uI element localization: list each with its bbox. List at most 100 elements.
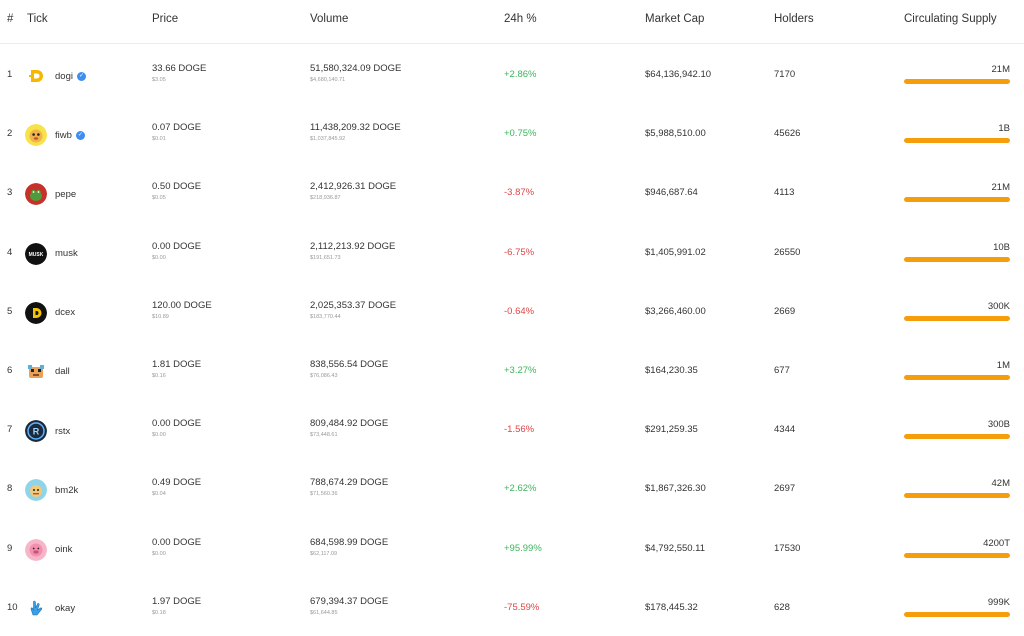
- tick-cell[interactable]: okay: [25, 597, 76, 620]
- price-doge: 0.00 DOGE: [152, 536, 202, 548]
- volume-cell: 2,412,926.31 DOGE $218,936.87: [310, 181, 396, 201]
- market-cap: $178,445.32: [645, 601, 698, 613]
- column-header-market-cap[interactable]: Market Cap: [645, 13, 705, 25]
- tick-name[interactable]: rstx: [55, 425, 71, 437]
- table-row-okay[interactable]: 10 okay 1.97 DOGE $0.18 679,394.37 DOGE …: [0, 579, 1024, 636]
- price-cell: 0.07 DOGE $0.01: [152, 122, 201, 142]
- tick-cell[interactable]: dogi ✓: [25, 65, 86, 87]
- column-header-price[interactable]: Price: [152, 13, 179, 25]
- change-24h: +95.99%: [504, 542, 542, 554]
- column-header-rank[interactable]: #: [7, 13, 14, 25]
- dogi-logo-icon: [25, 65, 47, 87]
- price-cell: 33.66 DOGE $3.05: [152, 63, 206, 83]
- price-cell: 120.00 DOGE $10.89: [152, 300, 212, 320]
- table-row-oink[interactable]: 9 oink 0.00 DOGE $0.00 684,598.99 DOGE $…: [0, 520, 1024, 579]
- table-row-musk[interactable]: 4 MUSK musk 0.00 DOGE $0.00 2,112,213.92…: [0, 224, 1024, 283]
- change-24h: +0.75%: [504, 128, 537, 140]
- tick-name[interactable]: dall: [55, 366, 70, 378]
- volume-doge: 788,674.29 DOGE: [310, 477, 389, 489]
- rank-number: 8: [7, 483, 13, 495]
- table-row-bm2k[interactable]: 8 bm2k 0.49 DOGE $0.04 788,674.29 DOGE $…: [0, 460, 1024, 519]
- pepe-logo-icon: [25, 183, 47, 206]
- tick-name[interactable]: fiwb: [55, 129, 72, 141]
- tick-name[interactable]: musk: [55, 248, 78, 260]
- tick-cell[interactable]: dall: [25, 360, 70, 383]
- table-row-pepe[interactable]: 3 pepe 0.50 DOGE $0.05 2,412,926.31 DOGE…: [0, 164, 1024, 223]
- tick-cell[interactable]: R rstx: [25, 420, 71, 443]
- price-cell: 1.97 DOGE $0.18: [152, 596, 201, 616]
- tick-name[interactable]: bm2k: [55, 484, 79, 496]
- tick-cell[interactable]: oink: [25, 538, 73, 561]
- column-header-volume[interactable]: Volume: [310, 13, 349, 25]
- supply-value: 1B: [998, 123, 1010, 135]
- price-doge: 0.00 DOGE: [152, 418, 202, 430]
- price-doge: 33.66 DOGE: [152, 63, 207, 74]
- supply-cell: 21M: [904, 64, 1010, 84]
- supply-cell: 1M: [904, 360, 1010, 380]
- volume-cell: 809,484.92 DOGE $73,448.61: [310, 418, 388, 438]
- tick-name[interactable]: pepe: [55, 188, 77, 200]
- market-cap: $3,266,460.00: [645, 305, 706, 317]
- price-doge: 0.00 DOGE: [152, 240, 202, 252]
- volume-cell: 11,438,209.32 DOGE $1,037,845.92: [310, 122, 401, 142]
- table-row-dall[interactable]: 6 dall 1.81 DOGE $0.16 838,556.54 DOGE $…: [0, 342, 1024, 401]
- tick-cell[interactable]: pepe: [25, 183, 77, 206]
- rstx-logo-icon: R: [25, 420, 47, 443]
- tick-cell[interactable]: MUSK musk: [25, 242, 78, 265]
- supply-cell: 10B: [904, 242, 1010, 262]
- volume-doge: 2,412,926.31 DOGE: [310, 181, 397, 193]
- table-row-dcex[interactable]: 5 dcex 120.00 DOGE $10.89 2,025,353.37 D…: [0, 283, 1024, 342]
- tick-cell[interactable]: dcex: [25, 301, 76, 324]
- change-24h: -3.87%: [504, 187, 535, 199]
- tick-cell[interactable]: fiwb ✓: [25, 124, 85, 147]
- price-doge: 1.97 DOGE: [152, 595, 202, 607]
- price-usd: $0.05: [152, 195, 166, 202]
- supply-progress-fill: [904, 315, 1010, 321]
- holders-count: 26550: [774, 246, 801, 258]
- rank-number: 6: [7, 364, 13, 376]
- tick-name[interactable]: oink: [55, 544, 73, 555]
- price-usd: $0.18: [152, 609, 166, 616]
- supply-progress-bar: [904, 374, 1010, 380]
- tick-name[interactable]: dogi: [55, 70, 73, 82]
- price-cell: 1.81 DOGE $0.16: [152, 359, 201, 379]
- column-header-supply[interactable]: Circulating Supply: [904, 13, 997, 25]
- supply-progress-fill: [904, 197, 1010, 203]
- supply-progress-bar: [904, 493, 1010, 499]
- column-header-holders[interactable]: Holders: [774, 13, 814, 25]
- column-header-tick[interactable]: Tick: [27, 13, 48, 25]
- holders-count: 45626: [774, 128, 801, 140]
- tick-name[interactable]: okay: [55, 603, 76, 615]
- tick-name[interactable]: dcex: [55, 307, 76, 319]
- table-row-rstx[interactable]: 7 R rstx 0.00 DOGE $0.00 809,484.92 DOGE…: [0, 401, 1024, 460]
- supply-cell: 1B: [904, 123, 1010, 144]
- rank-number: 4: [7, 246, 13, 258]
- holders-count: 4113: [774, 187, 795, 199]
- volume-usd: $4,680,140.71: [310, 77, 346, 83]
- tick-cell[interactable]: bm2k: [25, 479, 79, 502]
- svg-text:MUSK: MUSK: [29, 252, 44, 258]
- volume-doge: 2,112,213.92 DOGE: [310, 240, 396, 252]
- price-usd: $0.04: [152, 491, 166, 498]
- price-cell: 0.49 DOGE $0.04: [152, 477, 201, 497]
- volume-usd: $62,117.09: [310, 550, 338, 557]
- supply-cell: 4200T: [904, 538, 1010, 558]
- table-row-fiwb[interactable]: 2 fiwb ✓ 0.07 DOGE $0.01 11,438,209.32 D…: [0, 105, 1024, 164]
- price-usd: $0.00: [152, 254, 166, 261]
- supply-value: 21M: [991, 182, 1010, 194]
- table-row-dogi[interactable]: 1 dogi ✓ 33.66 DOGE $3.05 51,580,324.09 …: [0, 46, 1024, 105]
- price-cell: 0.50 DOGE $0.05: [152, 181, 201, 201]
- market-cap: $946,687.64: [645, 187, 698, 199]
- market-cap: $1,867,326.30: [645, 483, 706, 495]
- supply-value: 42M: [991, 478, 1010, 490]
- column-header-change[interactable]: 24h %: [504, 13, 537, 25]
- holders-count: 677: [774, 364, 790, 376]
- market-cap: $64,136,942.10: [645, 69, 712, 80]
- price-usd: $0.00: [152, 550, 166, 557]
- price-doge: 1.81 DOGE: [152, 358, 202, 370]
- change-24h: -1.56%: [504, 424, 535, 436]
- token-table-body: 1 dogi ✓ 33.66 DOGE $3.05 51,580,324.09 …: [0, 46, 1024, 636]
- supply-progress-bar: [904, 197, 1010, 203]
- rank-number: 10: [7, 601, 18, 613]
- price-doge: 120.00 DOGE: [152, 299, 212, 311]
